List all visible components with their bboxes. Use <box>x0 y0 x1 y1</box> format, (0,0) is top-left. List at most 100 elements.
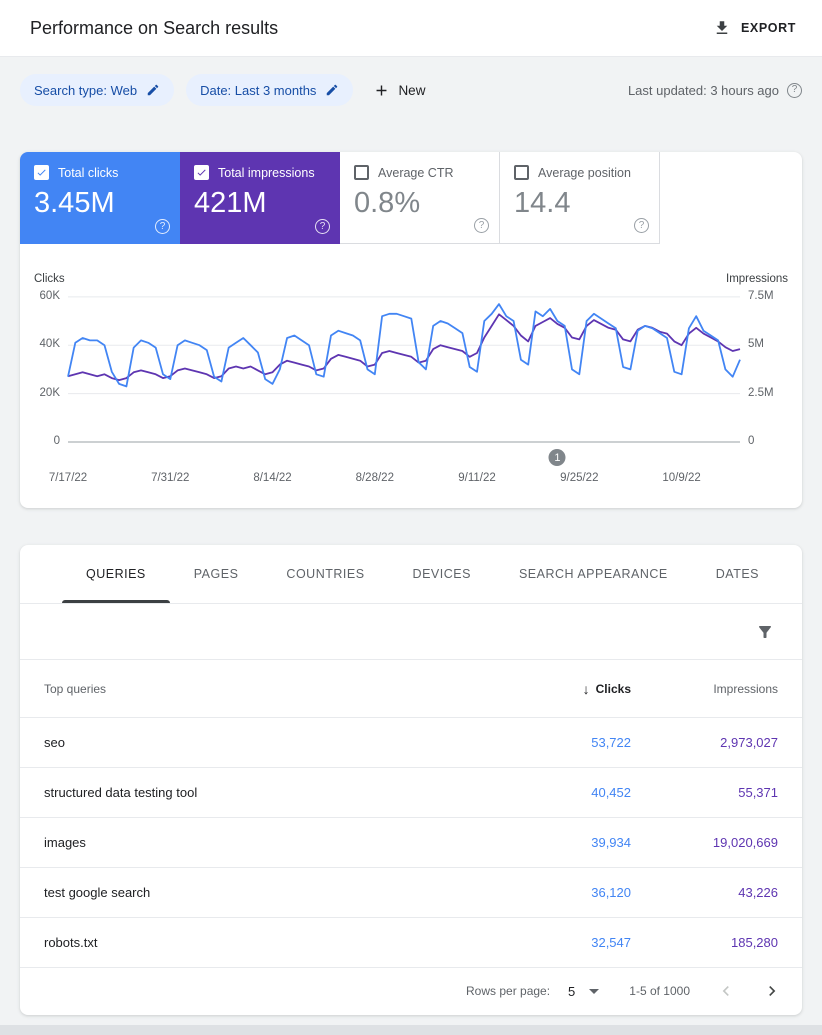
last-updated: Last updated: 3 hours ago ? <box>627 82 802 98</box>
next-page-button[interactable] <box>762 981 782 1001</box>
table-row[interactable]: seo 53,722 2,973,027 <box>20 718 802 768</box>
query-cell: images <box>44 835 86 850</box>
app-header: Performance on Search results EXPORT <box>0 0 822 57</box>
help-icon[interactable]: ? <box>155 219 170 234</box>
metric-label: Total impressions <box>218 165 315 180</box>
average-position-checkbox[interactable] <box>514 165 529 180</box>
previous-page-button[interactable] <box>716 981 736 1001</box>
axis-tick-label: 60K <box>39 289 60 302</box>
x-tick-label: 10/9/22 <box>662 472 701 484</box>
new-filter-button[interactable]: New <box>373 82 425 99</box>
total-clicks-checkbox[interactable] <box>34 165 49 180</box>
query-cell: seo <box>44 735 65 750</box>
performance-chart-card: Total clicks 3.45M ? Total impressions 4… <box>20 152 802 508</box>
metric-value: 3.45M <box>34 187 115 219</box>
metric-label: Total clicks <box>58 165 119 180</box>
column-header-clicks[interactable]: ↓ Clicks <box>471 681 631 697</box>
metric-value: 14.4 <box>514 187 571 219</box>
pagination-range: 1-5 of 1000 <box>629 984 690 998</box>
x-tick-label: 8/28/22 <box>355 472 394 484</box>
filter-icon[interactable] <box>756 623 774 641</box>
tab-devices[interactable]: DEVICES <box>412 567 471 581</box>
metric-tile-average-ctr[interactable]: Average CTR 0.8% ? <box>340 152 500 244</box>
edit-pencil-icon <box>146 83 160 97</box>
axis-tick-label: 7.5M <box>748 289 774 302</box>
tab-countries[interactable]: COUNTRIES <box>286 567 365 581</box>
download-icon <box>713 19 731 37</box>
table-row[interactable]: structured data testing tool 40,452 55,3… <box>20 768 802 818</box>
table-footer: Rows per page: 5 1-5 of 1000 <box>20 968 802 1014</box>
x-tick-label: 9/25/22 <box>560 472 599 484</box>
clicks-cell: 40,452 <box>591 785 631 800</box>
date-range-chip[interactable]: Date: Last 3 months <box>186 74 354 106</box>
new-filter-label: New <box>398 82 426 98</box>
column-header-queries: Top queries <box>44 681 107 696</box>
rows-per-page-select[interactable]: 5 <box>568 983 600 999</box>
plus-icon <box>373 82 390 99</box>
table-row[interactable]: robots.txt 32,547 185,280 <box>20 918 802 968</box>
right-axis-title: Impressions <box>726 273 788 285</box>
tab-pages[interactable]: PAGES <box>193 567 239 581</box>
dimension-tabs: QUERIES PAGES COUNTRIES DEVICES SEARCH A… <box>20 545 802 604</box>
query-cell: structured data testing tool <box>44 785 198 800</box>
dropdown-arrow-icon <box>589 988 600 994</box>
x-axis-ticks: 7/17/22 7/31/22 8/14/22 8/28/22 9/11/22 9/25/… <box>49 472 740 487</box>
axis-tick-label: 40K <box>39 338 60 351</box>
export-button[interactable]: EXPORT <box>713 19 796 37</box>
impressions-cell: 2,973,027 <box>720 735 778 750</box>
metric-tile-average-position[interactable]: Average position 14.4 ? <box>500 152 660 244</box>
axis-tick-label: 5M <box>748 338 764 351</box>
average-ctr-checkbox[interactable] <box>354 165 369 180</box>
filter-bar: Search type: Web Date: Last 3 months New… <box>0 57 822 106</box>
axis-tick-label: 0 <box>748 435 755 447</box>
metric-tile-total-clicks[interactable]: Total clicks 3.45M ? <box>20 152 180 244</box>
x-tick-label: 9/11/22 <box>458 472 496 484</box>
edit-pencil-icon <box>325 83 339 97</box>
axis-tick-label: 0 <box>53 435 60 447</box>
clicks-header-label: Clicks <box>595 681 631 696</box>
query-cell: test google search <box>44 885 151 900</box>
impressions-cell: 43,226 <box>738 885 778 900</box>
sort-desc-icon: ↓ <box>582 680 590 697</box>
bottom-strip <box>0 1025 822 1035</box>
tab-search-appearance[interactable]: SEARCH APPEARANCE <box>518 567 668 581</box>
query-cell: robots.txt <box>44 935 98 950</box>
last-updated-text: Last updated: 3 hours ago <box>627 82 779 98</box>
left-axis-ticks: 0 20K 40K 60K <box>20 289 60 447</box>
table-filter-row <box>20 604 802 660</box>
column-header-impressions[interactable]: Impressions <box>713 681 778 696</box>
rows-per-page-value: 5 <box>568 983 576 999</box>
help-icon[interactable]: ? <box>634 218 649 233</box>
axis-tick-label: 2.5M <box>748 386 774 399</box>
total-impressions-checkbox[interactable] <box>194 165 209 180</box>
x-tick-label: 7/31/22 <box>151 472 190 484</box>
date-range-chip-label: Date: Last 3 months <box>200 82 317 98</box>
left-axis-title: Clicks <box>34 273 65 285</box>
rows-per-page-label: Rows per page: <box>466 984 551 998</box>
x-tick-label: 8/14/22 <box>253 472 292 484</box>
axis-tick-label: 20K <box>39 386 60 399</box>
help-icon[interactable]: ? <box>315 219 330 234</box>
metric-tile-total-impressions[interactable]: Total impressions 421M ? <box>180 152 340 244</box>
tab-dates[interactable]: DATES <box>715 567 760 581</box>
impressions-cell: 19,020,669 <box>712 835 778 850</box>
metric-value: 421M <box>194 187 267 219</box>
tab-queries[interactable]: QUERIES <box>62 545 170 603</box>
table-row[interactable]: test google search 36,120 43,226 <box>20 868 802 918</box>
page-title: Performance on Search results <box>30 17 279 38</box>
dimensions-table-card: QUERIES PAGES COUNTRIES DEVICES SEARCH A… <box>20 545 802 1015</box>
metric-value: 0.8% <box>354 187 421 219</box>
line-chart[interactable] <box>67 292 741 443</box>
annotation-marker[interactable]: 1 <box>548 449 566 466</box>
metric-tiles: Total clicks 3.45M ? Total impressions 4… <box>20 152 802 244</box>
x-tick-label: 7/17/22 <box>48 472 88 484</box>
help-icon[interactable]: ? <box>787 82 802 98</box>
help-icon[interactable]: ? <box>474 218 489 233</box>
search-type-chip[interactable]: Search type: Web <box>20 74 175 106</box>
metric-label: Average CTR <box>378 165 454 180</box>
impressions-cell: 185,280 <box>731 935 778 950</box>
table-row[interactable]: images 39,934 19,020,669 <box>20 818 802 868</box>
clicks-cell: 53,722 <box>591 735 631 750</box>
metric-label: Average position <box>538 165 631 180</box>
right-axis-ticks: 0 2.5M 5M 7.5M <box>748 289 792 447</box>
